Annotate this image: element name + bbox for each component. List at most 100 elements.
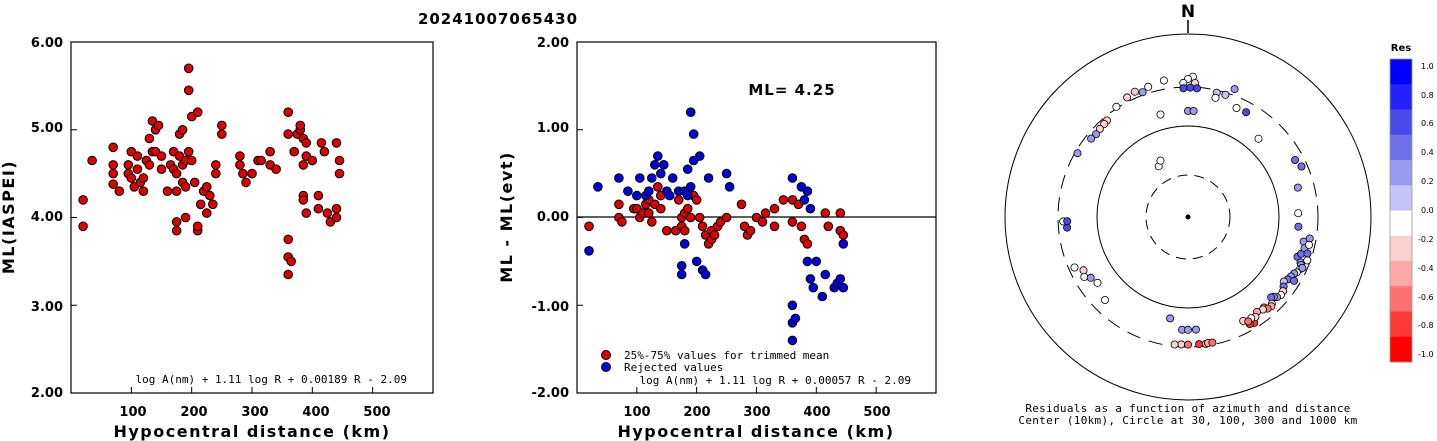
station-marker [1208,338,1217,347]
magnitude-data-point [144,133,155,144]
residual-data-point [820,208,831,218]
magnitude-data-point [156,151,167,161]
residual-data-point [623,186,633,196]
station-marker [1195,340,1204,349]
magnitude-data-point [205,190,215,201]
magnitude-x-axis-label: Hypocentral distance (km) [113,422,390,441]
colorbar-swatch [1390,311,1412,338]
magnitude-data-point [295,120,306,131]
station-marker [1242,108,1251,117]
legend-marker-rejected [601,362,611,372]
magnitude-data-point [331,203,342,214]
residual-x-axis-label: Hypocentral distance (km) [617,422,894,441]
station-marker [1294,222,1303,231]
station-marker [1305,240,1314,249]
colorbar-swatch [1390,134,1412,161]
magnitude-y-tick-label: 3.00 [31,300,63,315]
station-marker [1193,84,1202,93]
residual-y-tick-label: 1.00 [537,121,569,136]
magnitude-data-point [183,85,194,96]
ring-100km [1096,125,1280,309]
station-marker [1177,340,1186,349]
residual-data-point [650,160,660,170]
magnitude-data-point [217,120,227,131]
colorbar-tick-label: 0.0 [1421,206,1434,215]
station-marker [1254,134,1263,143]
residual-data-point [614,199,624,210]
station-marker [1123,93,1132,102]
magnitude-data-point [283,234,294,245]
magnitude-data-point [183,146,194,157]
residual-data-point [838,239,849,249]
magnitude-gridlines [71,41,374,394]
colorbar-swatch [1390,235,1412,262]
station-marker [1170,340,1179,349]
magnitude-data-point [283,107,294,117]
residual-data-point [673,195,684,205]
residual-data-point [787,217,798,227]
magnitude-data-point [316,138,327,148]
residual-data-point [688,129,699,139]
station-marker [1298,263,1307,272]
residual-data-point [653,151,663,161]
magnitude-x-tick-label: 100 [119,405,146,420]
residual-x-tick-label: 300 [743,405,770,420]
residual-data-point [817,291,828,302]
residual-data-point [760,208,771,218]
magnitude-data-point [192,107,203,117]
magnitude-data-point [241,177,251,188]
colorbar-tick-label: 0.8 [1421,91,1434,100]
magnitude-data-point [123,160,134,170]
magnitude-data-point [189,177,200,188]
residual-data-point [769,221,780,232]
residual-data-point [799,195,810,205]
colorbar-swatches [1390,59,1412,363]
magnitude-y-tick-label: 5.00 [31,121,63,136]
residual-data-point [721,168,732,179]
residual-data-point [802,256,813,267]
magnitude-data-point [108,179,118,189]
residual-data-point [656,203,666,214]
residual-data-point [647,217,657,227]
magnitude-data-point [180,212,191,223]
residual-data-point [697,221,708,232]
magnitude-data-point [108,142,118,153]
azimuth-caption-line1: Residuals as a function of azimuth and d… [1025,402,1350,415]
residual-data-point [838,282,849,293]
magnitude-data-point [192,221,203,232]
colorbar-swatch [1390,336,1412,363]
magnitude-data-point [313,190,324,201]
residual-data-point [644,208,654,218]
magnitude-data-point [319,146,330,157]
residual-data-point [811,256,822,267]
magnitude-data-point [322,208,333,218]
station-marker [1184,340,1193,349]
station-marker [1211,93,1220,102]
magnitude-data-point [171,168,182,179]
magnitude-data-point [108,168,118,179]
magnitude-annotation: ML= 4.25 [748,81,835,99]
colorbar-tick-label: -1.0 [1418,350,1434,359]
residual-data-point [721,212,732,223]
colorbar-swatch [1390,84,1412,110]
magnitude-data-point [144,160,155,170]
residual-panel: 100 200 300 400 500 -2.00 -1.00 0.00 1.0… [497,36,937,441]
residual-data-point [653,182,663,192]
magnitude-data-point [271,164,281,174]
station-marker [1191,325,1200,334]
azimuth-caption-line2: Center (10km), Circle at 30, 100, 300 an… [1018,414,1357,427]
station-marker [1297,162,1306,171]
residual-x-tick-label: 500 [863,405,890,420]
residual-y-tick-label: -2.00 [532,386,569,401]
residual-data-point [659,160,669,170]
colorbar-frame [1389,58,1413,363]
station-marker [1101,295,1110,304]
ring-30km [1145,174,1231,260]
residual-data-point [769,203,780,214]
residual-data-point [724,182,735,192]
residual-x-tick-label: 200 [683,405,710,420]
magnitude-data-point [235,151,245,161]
residual-data-point [647,173,657,183]
colorbar-swatch [1390,59,1412,85]
residual-data-point [644,186,654,196]
